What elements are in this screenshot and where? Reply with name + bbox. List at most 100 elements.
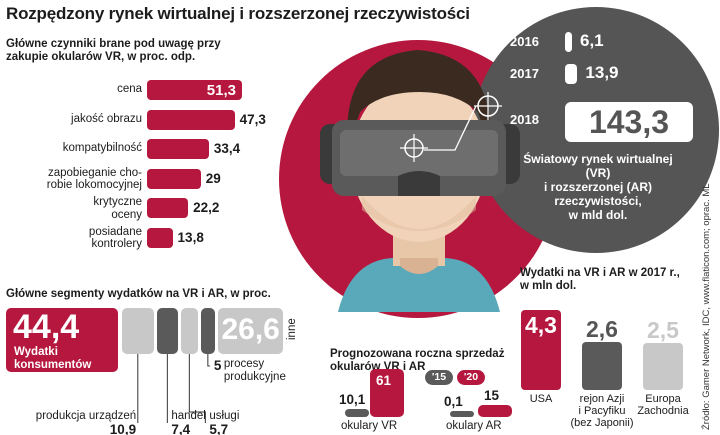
segment-label: handel bbox=[171, 410, 206, 422]
market-value: 143,3 bbox=[588, 104, 670, 140]
factors-chart: cena 51,3 jakość obrazu 47,3 kompatybilność 3… bbox=[0, 78, 266, 288]
factor-bar: 51,3 bbox=[147, 80, 242, 100]
segment-label: procesy produkcyjne bbox=[224, 358, 286, 384]
factor-label-line: zapobieganie cho- bbox=[48, 166, 142, 179]
segment-bar bbox=[181, 308, 198, 354]
segment-name-line: Wydatki bbox=[14, 346, 58, 358]
region-label: rejon Azji i Pacyfiku (bez Japonii) bbox=[570, 393, 634, 429]
factor-value: 51,3 bbox=[206, 82, 236, 99]
segment-label: 10,9 bbox=[109, 422, 137, 435]
callout-line bbox=[424, 92, 502, 151]
factors-chart-title: Główne czynniki brane pod uwagę przy zak… bbox=[6, 38, 221, 63]
segment-label: produkcja urządzeń bbox=[35, 410, 137, 422]
segment-other-block: 26,6 bbox=[218, 308, 284, 354]
region-label: USA bbox=[509, 393, 573, 405]
market-year: 2018 bbox=[510, 112, 539, 127]
factor-bar bbox=[147, 198, 189, 218]
leader-line-procesy bbox=[207, 354, 210, 367]
forecast-chart: '15 '20 10,1 61 okulary VR 0,1 15 okulary AR bbox=[300, 369, 512, 435]
factor-label-line: robie lokomocyjnej bbox=[46, 179, 142, 191]
leader-line-uslugi bbox=[188, 354, 206, 423]
forecast-value-15: 10,1 bbox=[339, 392, 366, 408]
region-label-line: USA bbox=[529, 393, 553, 405]
segment-label-line: procesy bbox=[223, 358, 265, 370]
factor-label: kompatybilność bbox=[63, 142, 142, 155]
market-bar bbox=[565, 32, 572, 52]
forecast-value-20: 15 bbox=[484, 388, 500, 404]
forecast-legend-chip: '20 bbox=[457, 370, 485, 385]
factor-value: 29 bbox=[205, 170, 221, 186]
segment-name-line: konsumentów bbox=[14, 359, 92, 371]
factor-label: zapobieganie cho-robie lokomocyjnej bbox=[47, 167, 142, 192]
factor-value: 33,4 bbox=[213, 141, 241, 156]
factor-label-line: posiadane bbox=[88, 225, 142, 238]
factor-value: 13,8 bbox=[177, 229, 204, 245]
segment-label-line: produkcyjne bbox=[223, 371, 286, 383]
region-chart: 4,3 USA 2,6 rejon Azji i Pacyfiku (bez Japoni… bbox=[515, 298, 700, 435]
segment-label: 5,7 bbox=[209, 422, 229, 435]
region-label: Europa Zachodnia bbox=[631, 393, 695, 417]
segment-consumer-block: 44,4 Wydatki konsumentów bbox=[6, 308, 118, 372]
factor-label-line: kompatybilność bbox=[62, 142, 142, 154]
segment-bar bbox=[200, 308, 216, 354]
page-title: Rozpędzony rynek wirtualnej i rozszerzon… bbox=[6, 4, 470, 23]
region-label-line: (bez Japonii) bbox=[570, 417, 634, 429]
region-value: 2,5 bbox=[647, 317, 679, 344]
factor-label: cena bbox=[117, 83, 142, 96]
segment-bar bbox=[122, 308, 154, 354]
market-value: 13,9 bbox=[585, 63, 619, 82]
forecast-bar-20 bbox=[478, 405, 512, 417]
region-label-line: rejon Azji bbox=[579, 393, 625, 405]
market-year: 2017 bbox=[510, 66, 539, 81]
market-bar: 143,3 bbox=[565, 102, 693, 142]
segment-label: 5 bbox=[213, 358, 222, 373]
segment-value: 44,4 bbox=[13, 308, 80, 346]
factor-label: posiadane kontrolery bbox=[89, 226, 142, 251]
factor-label: jakość obrazu bbox=[71, 113, 142, 126]
forecast-bar-20 bbox=[370, 369, 404, 417]
forecast-value-15: 0,1 bbox=[444, 394, 463, 409]
segments-chart-title: Główne segmenty wydatków na VR i AR, w p… bbox=[6, 288, 271, 300]
factor-label-line: jakość obrazu bbox=[71, 112, 142, 125]
factor-label-line: oceny bbox=[111, 208, 142, 221]
factor-label-line: krytyczne bbox=[93, 196, 142, 208]
segment-leader-lines bbox=[137, 354, 210, 423]
region-label-line: Zachodnia bbox=[637, 405, 689, 417]
market-value: 6,1 bbox=[580, 31, 604, 50]
region-label-line: Europa bbox=[645, 393, 681, 405]
forecast-value-20: 61 bbox=[376, 373, 392, 388]
factor-bar bbox=[147, 168, 201, 189]
segment-label: usługi bbox=[209, 410, 240, 422]
region-value: 4,3 bbox=[525, 312, 557, 338]
factor-label: krytyczne oceny bbox=[93, 196, 142, 221]
forecast-bar-15 bbox=[345, 409, 369, 417]
forecast-legend-chip: '15 bbox=[425, 370, 453, 385]
forecast-category: okulary AR bbox=[446, 420, 502, 432]
market-chart: 2016 6,1 2017 13,9 2018 143,3 bbox=[505, 26, 715, 151]
market-bar bbox=[565, 64, 578, 84]
segments-chart: 44,4 Wydatki konsumentów 26,6 inne produkcja … bbox=[0, 300, 300, 435]
region-label-line: i Pacyfiku bbox=[578, 405, 626, 417]
segment-value: 26,6 bbox=[221, 313, 280, 346]
region-bar bbox=[643, 343, 683, 390]
region-bar bbox=[521, 310, 561, 390]
factor-value: 47,3 bbox=[239, 111, 266, 127]
factor-bar bbox=[147, 109, 235, 130]
segment-bar bbox=[156, 308, 179, 354]
factor-value: 22,2 bbox=[193, 200, 220, 215]
segment-label: 7,4 bbox=[171, 422, 191, 435]
region-bar bbox=[582, 341, 622, 390]
factor-bar bbox=[147, 139, 209, 159]
factor-label-line: kontrolery bbox=[91, 238, 143, 250]
factor-bar bbox=[147, 227, 173, 248]
region-value: 2,6 bbox=[586, 315, 618, 342]
source-note: Źródło: Gamer Network, IDC, www.flaticon… bbox=[701, 183, 712, 430]
market-year: 2016 bbox=[510, 34, 539, 49]
region-chart-title: Wydatki na VR i AR w 2017 r., w mln dol. bbox=[520, 267, 680, 292]
market-chart-title: Światowy rynek wirtualnej (VR) i rozszer… bbox=[523, 152, 673, 222]
forecast-bar-15 bbox=[450, 411, 474, 417]
factor-label-line: cena bbox=[117, 83, 142, 95]
segment-name: Wydatki konsumentów bbox=[14, 346, 91, 372]
forecast-category: okulary VR bbox=[341, 420, 398, 432]
